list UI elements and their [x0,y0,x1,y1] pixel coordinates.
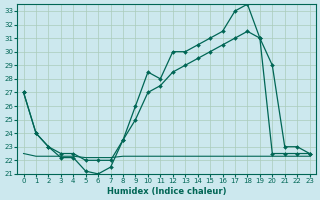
X-axis label: Humidex (Indice chaleur): Humidex (Indice chaleur) [107,187,226,196]
